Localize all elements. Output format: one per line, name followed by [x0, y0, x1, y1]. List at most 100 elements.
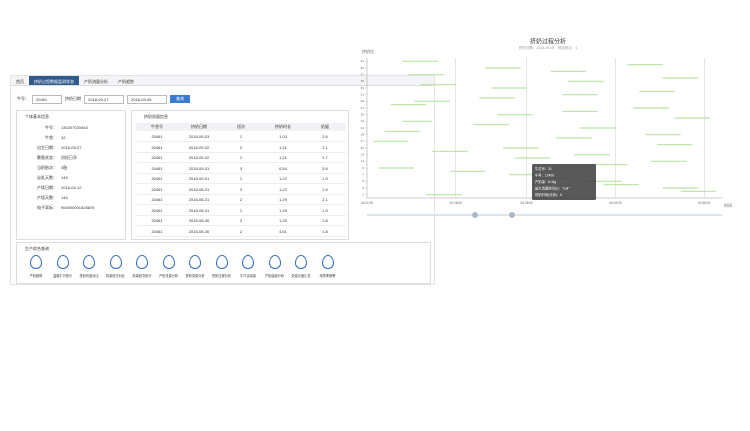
y-tick-label: 9: [362, 166, 364, 170]
tool-icon[interactable]: [109, 255, 122, 269]
table-cell: 2018-08-30: [178, 227, 220, 237]
y-tick-label: 37: [361, 72, 365, 76]
tool-icon[interactable]: [30, 255, 42, 269]
tool-label[interactable]: 奶量月度汇总: [291, 274, 311, 278]
y-tick-label: 13: [361, 152, 365, 156]
tab[interactable]: 挤奶过程数据监测状态: [29, 76, 79, 85]
table-cell: 2018-08-31: [178, 195, 220, 205]
table-cell: 2018-08-31: [178, 206, 220, 216]
table-cell: 20461: [136, 227, 178, 237]
field-value: 2015-05-07: [61, 145, 82, 150]
tool-label[interactable]: 挤奶均值对比: [79, 274, 99, 278]
chart-title: 挤奶过程分析: [530, 38, 566, 46]
input[interactable]: 2018-09-27: [84, 94, 124, 104]
tools-card: 生产综合查询 产奶趋势 温度牛只统计 挤奶均值对比 奶量班次对比 奶量班次统计 产奶流量分析…: [16, 242, 431, 284]
chart-subtitle: 挤奶日期：2018-09-05 挤奶班次：1: [519, 45, 577, 50]
y-tick-label: 35: [361, 79, 365, 83]
tooltip-text: 挤奶时间(分钟)：6: [535, 192, 562, 197]
tool-label[interactable]: 挤奶过程分析: [211, 274, 232, 278]
table-cell: 20461: [136, 143, 178, 153]
chart: 挤奶过程分析 挤奶日期：2018-09-05 挤奶班次：1 挤奶位 时间 135…: [361, 38, 732, 218]
field-label: 出生日期：: [37, 145, 57, 150]
field-value: 初检已孕: [61, 155, 77, 160]
tool-label[interactable]: 牛只活动量: [240, 274, 256, 278]
table-cell: 20461: [136, 195, 178, 205]
table-cell: 2018-09-02: [178, 153, 220, 163]
tab[interactable]: 产奶流量分析: [84, 79, 108, 84]
table-cell: 2.1: [304, 195, 346, 205]
search-bar: 牛号： 20461 挤奶日期 2018-09-27 2018-09-05 查询: [17, 94, 217, 104]
tool-label[interactable]: 奶量班次对比: [105, 274, 126, 278]
table-cell: 20461: [136, 185, 178, 195]
table-header: 挤奶时长: [262, 123, 304, 131]
y-tick-label: 33: [361, 86, 365, 90]
info-card: 个体基本信息 牛号： 130207020463 牛舍： 42 出生日期： 2015-05-0…: [16, 110, 126, 240]
field-label: 当前胎次：: [37, 165, 57, 170]
y-tick-label: 5: [362, 179, 364, 183]
y-axis-label: 挤奶位: [362, 48, 374, 54]
table-cell: 2.6: [304, 132, 346, 142]
table-header: 班次: [220, 123, 262, 131]
tool-icon[interactable]: [215, 255, 228, 269]
slider-handle[interactable]: [472, 212, 478, 218]
tooltip-text: 牛位号：31: [535, 166, 552, 171]
table-cell: 2018-08-30: [178, 216, 220, 226]
slider-handle[interactable]: [509, 212, 515, 218]
tool-label[interactable]: 奶量班次统计: [132, 274, 152, 278]
table-card: 挤奶质量信息 牛舍号 挤奶日期 班次 挤奶时长 奶量 20461 2018-09-03 1 1.0…: [131, 110, 349, 240]
tool-icon[interactable]: [56, 255, 69, 269]
tab[interactable]: 首页: [16, 79, 24, 84]
tool-icon[interactable]: [242, 255, 254, 269]
table-cell: 2: [220, 195, 262, 205]
table-cell: 1.9: [304, 206, 346, 216]
tool-icon[interactable]: [136, 255, 148, 269]
table-cell: 5.6: [304, 164, 346, 174]
y-tick-label: 1: [362, 192, 364, 196]
tool-icon[interactable]: [162, 255, 175, 269]
y-tick-label: 29: [361, 99, 365, 103]
table-cell: 2018-08-31: [178, 185, 220, 195]
field-label: 电子耳标：: [37, 205, 57, 210]
label: 挤奶日期: [65, 96, 81, 101]
table-cell: 3: [220, 216, 262, 226]
x-tick-label: 04:58:00: [698, 201, 711, 205]
tooltip-text: 最大流速时间(s)："null": [535, 185, 570, 190]
tool-label[interactable]: 挤奶流量分析: [185, 274, 205, 278]
tool-label[interactable]: 温度牛只统计: [52, 274, 73, 278]
table-cell: 1.21: [262, 143, 304, 153]
table-cell: 2018-09-01: [178, 164, 220, 174]
input[interactable]: 20461: [32, 94, 62, 104]
input[interactable]: 2018-09-05: [127, 94, 167, 104]
field-label: 产犊日期：: [37, 185, 57, 190]
table-cell: 2018-09-02: [178, 143, 220, 153]
tool-label[interactable]: 产奶曲线分析: [264, 274, 285, 278]
tab[interactable]: 产奶趋势: [118, 79, 134, 84]
tool-icon[interactable]: [189, 255, 201, 269]
y-tick-label: 31: [361, 92, 365, 96]
field-label: 繁殖状态：: [37, 155, 57, 160]
table-cell: 1.21: [262, 153, 304, 163]
table-cell: 1.9: [304, 174, 346, 184]
table-header: 牛舍号: [136, 123, 178, 131]
label: 牛号：: [17, 96, 29, 101]
table-cell: 1.8: [304, 227, 346, 237]
tool-icon[interactable]: [83, 255, 95, 269]
button[interactable]: 查询: [170, 95, 190, 103]
tool-icon[interactable]: [295, 255, 307, 269]
table-cell: 1.29: [262, 195, 304, 205]
y-tick-label: 25: [361, 112, 365, 116]
table-cell: 1.25: [262, 216, 304, 226]
tooltip: [532, 164, 596, 200]
y-tick-label: 27: [361, 106, 365, 110]
y-tick-label: 21: [361, 126, 365, 130]
card-title: 挤奶质量信息: [144, 114, 168, 119]
table-cell: 0.54: [262, 164, 304, 174]
tool-label[interactable]: 电导率报警: [319, 274, 336, 278]
tool-icon[interactable]: [268, 255, 281, 269]
y-tick-label: 11: [361, 159, 364, 163]
tool-label[interactable]: 产奶流量分析: [158, 274, 179, 278]
tool-label[interactable]: 产奶趋势: [29, 274, 43, 278]
tool-icon[interactable]: [321, 255, 334, 269]
field-value: 964000001528876: [61, 205, 95, 210]
